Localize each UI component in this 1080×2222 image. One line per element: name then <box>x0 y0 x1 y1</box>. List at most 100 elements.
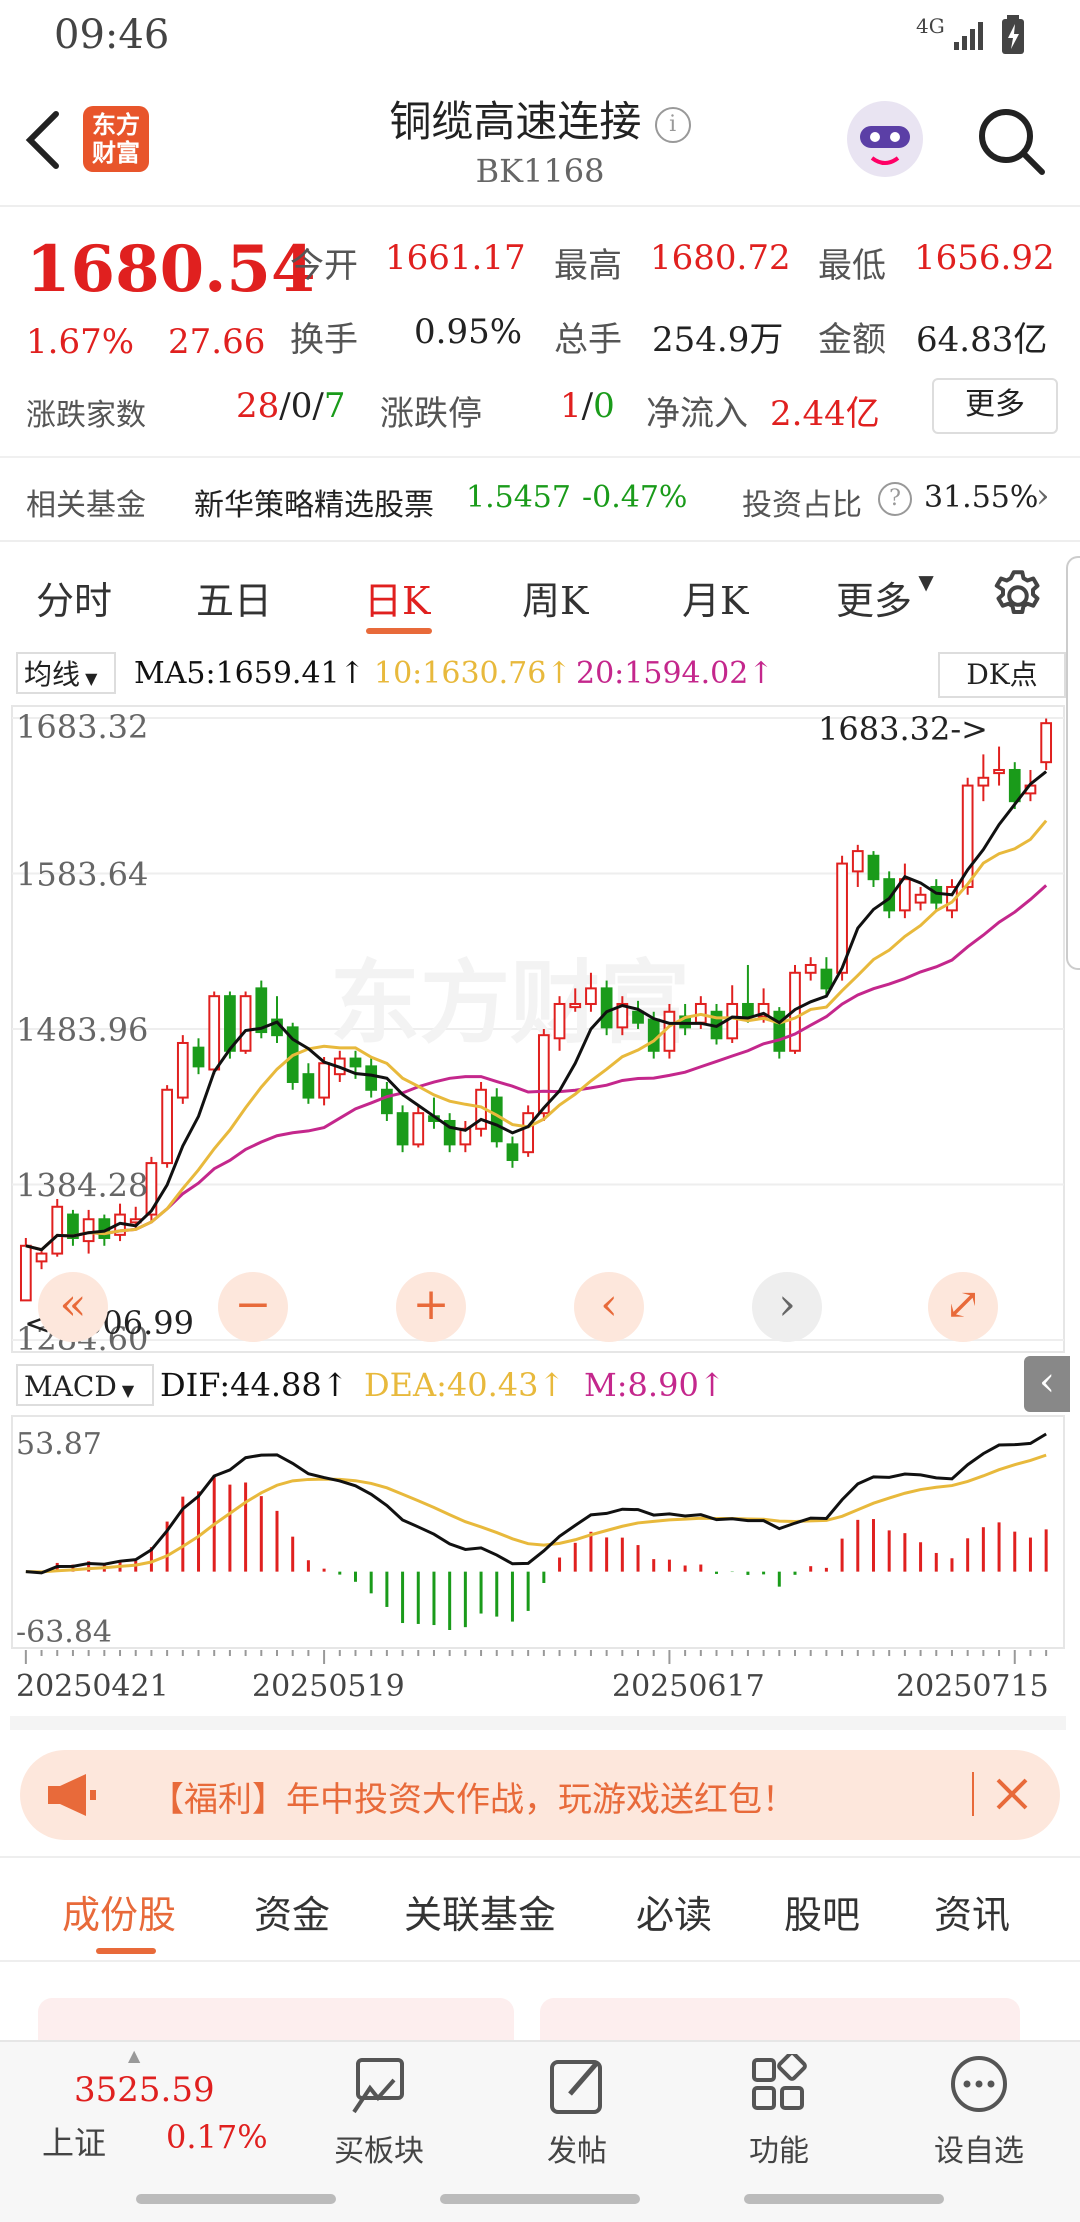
date-label: 20250617 <box>612 1669 765 1704</box>
help-icon[interactable]: ? <box>878 482 912 516</box>
volume-label: 总手 <box>554 320 622 360</box>
info-icon[interactable]: i <box>654 107 691 143</box>
divider <box>0 1856 1080 1858</box>
candle <box>161 1088 173 1165</box>
index-name: 上证 <box>42 2124 107 2162</box>
turnover-value: 0.95% <box>414 312 523 352</box>
tab-must-read[interactable]: 必读 <box>636 1893 713 1937</box>
tab-more[interactable]: 更多 ▼ <box>836 570 934 625</box>
indicator-selector-label: 均线 <box>24 658 81 691</box>
candle <box>585 987 597 1005</box>
high-value: 1680.72 <box>650 238 791 278</box>
index-change: 0.17% <box>166 2118 268 2156</box>
candle <box>867 854 880 881</box>
tab-related-funds[interactable]: 关联基金 <box>404 1893 557 1937</box>
scroll-left-button[interactable]: ‹ <box>574 1272 644 1342</box>
zoom-in-button[interactable]: + <box>396 1272 466 1342</box>
promo-banner[interactable]: 【福利】年中投资大作战，玩游戏送红包！ <box>20 1750 1060 1840</box>
bottom-bar: ▲ 3525.59 上证 0.17% 买板块 发帖 功能 设自选 <box>0 2040 1080 2222</box>
candle <box>412 1112 425 1146</box>
constituent-card[interactable] <box>540 1998 1020 2040</box>
add-watchlist-label: 设自选 <box>934 2134 1024 2169</box>
candle <box>757 1002 770 1018</box>
candlestick-chart[interactable]: 东方财富 1683.321583.641483.961384.281284.60… <box>10 704 1066 1354</box>
candle <box>176 1041 189 1099</box>
ratio-label: 投资占比 <box>742 488 862 523</box>
signal-icon <box>954 22 983 50</box>
index-value[interactable]: 3525.59 <box>74 2070 215 2110</box>
limit-up: 1 <box>560 386 582 426</box>
active-section-indicator <box>96 1948 156 1954</box>
dif-readout: DIF:44.88↑ <box>160 1366 349 1404</box>
megaphone-icon <box>48 1774 96 1816</box>
gear-icon[interactable] <box>988 566 1048 626</box>
candle <box>51 1205 64 1255</box>
fund-name[interactable]: 新华策略精选股票 <box>194 488 434 523</box>
tab-funds-flow[interactable]: 资金 <box>254 1893 331 1937</box>
caret-down-icon: ▼ <box>116 1381 135 1400</box>
dk-point-button[interactable]: DK点 <box>938 652 1066 698</box>
indicator-selector[interactable]: 均线 ▼ <box>16 652 116 694</box>
candle <box>977 776 990 787</box>
tab-forum[interactable]: 股吧 <box>784 1893 861 1937</box>
back-arrow-icon[interactable] <box>20 108 64 172</box>
ma10-line <box>25 819 1048 1252</box>
robot-assistant-icon[interactable] <box>842 96 928 182</box>
banner-text: 【福利】年中投资大作战，玩游戏送红包！ <box>150 1780 796 1820</box>
candle <box>239 995 252 1052</box>
post-button[interactable]: 发帖 <box>512 2054 642 2170</box>
scroll-right-button[interactable]: › <box>752 1272 822 1342</box>
section-tabs: 成份股 资金 关联基金 必读 股吧 资讯 <box>0 1884 1080 1964</box>
collapse-panel-button[interactable]: ‹ <box>1024 1356 1070 1412</box>
search-icon[interactable] <box>976 106 1046 176</box>
tab-monthly-k[interactable]: 月K <box>682 579 749 623</box>
more-button[interactable]: 更多 <box>932 378 1058 434</box>
tab-five-day[interactable]: 五日 <box>196 579 273 623</box>
buy-sector-label: 买板块 <box>334 2134 424 2169</box>
rewind-button[interactable]: « <box>38 1272 108 1342</box>
fullscreen-button[interactable]: ⤢ <box>928 1272 998 1342</box>
candle <box>820 968 833 990</box>
watermark: 东方财富 <box>330 951 690 1056</box>
macd-selector[interactable]: MACD ▼ <box>16 1364 154 1406</box>
candle <box>1008 768 1021 803</box>
down-count: 7 <box>323 386 346 426</box>
candle <box>443 1119 456 1146</box>
functions-button[interactable]: 功能 <box>714 2051 844 2170</box>
ma5-readout: MA5:1659.41↑ <box>134 656 365 691</box>
ma20-readout: 20:1594.02↑ <box>576 656 774 691</box>
tab-weekly-k[interactable]: 周K <box>522 579 589 623</box>
status-time: 09:46 <box>54 12 170 58</box>
candle <box>522 1112 535 1154</box>
caret-down-icon: ▼ <box>80 669 98 688</box>
macd-chart[interactable]: 53.87 -63.84 <box>10 1414 1066 1650</box>
nav-gesture-bar <box>136 2194 336 2204</box>
active-tab-indicator <box>366 628 432 634</box>
tab-news[interactable]: 资讯 <box>934 1893 1011 1937</box>
constituent-card[interactable] <box>38 1998 514 2040</box>
nav-gesture-bar <box>440 2194 640 2204</box>
inflow-value: 2.44亿 <box>770 394 880 434</box>
divider <box>10 1716 1066 1730</box>
add-watchlist-button[interactable]: 设自选 <box>914 2054 1044 2170</box>
app-logo: 东方 财富 <box>83 106 149 172</box>
fund-change: -0.47% <box>582 480 688 515</box>
side-drawer-handle[interactable] <box>1066 556 1080 970</box>
tab-more-label: 更多 <box>836 579 913 623</box>
tab-constituents[interactable]: 成份股 <box>62 1893 177 1937</box>
updown-count: 28/0/7 <box>236 386 346 426</box>
status-bar: 09:46 4G <box>0 0 1080 70</box>
price-axis-label: 1683.32 <box>16 708 148 746</box>
tab-intraday[interactable]: 分时 <box>36 579 113 623</box>
tab-daily-k[interactable]: 日K <box>364 579 431 623</box>
chevron-right-icon[interactable]: › <box>1036 476 1050 516</box>
zoom-out-button[interactable]: − <box>218 1272 288 1342</box>
close-icon[interactable] <box>992 1774 1032 1814</box>
candle <box>914 893 927 904</box>
dea-readout: DEA:40.43↑ <box>364 1366 566 1404</box>
grid-icon <box>752 2051 807 2110</box>
volume-value: 254.9万 <box>652 320 784 360</box>
network-indicator: 4G <box>916 16 945 36</box>
buy-sector-button[interactable]: 买板块 <box>314 2054 444 2170</box>
